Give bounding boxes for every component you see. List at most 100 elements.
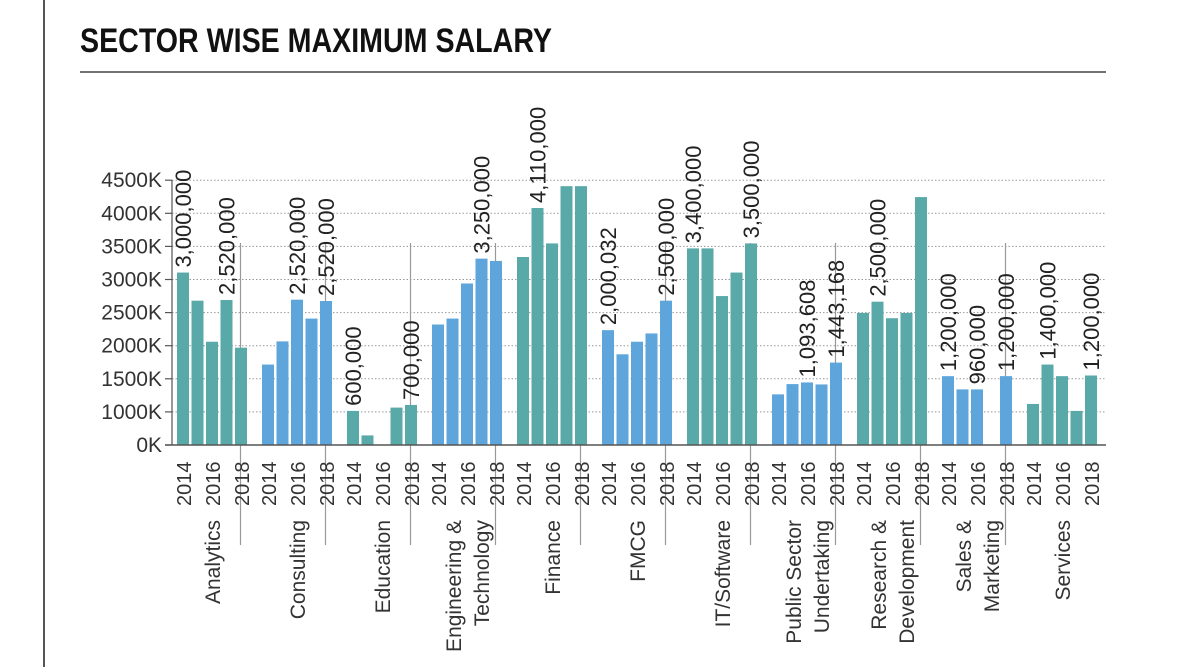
x-tick-label: 2016: [458, 462, 480, 507]
x-tick-label: 2014: [939, 462, 961, 507]
bar: [305, 318, 318, 445]
bar: [631, 341, 643, 445]
x-tick-label: 2016: [968, 462, 990, 507]
x-tick-label: 2016: [373, 462, 395, 507]
x-tick-label: 2016: [543, 462, 565, 507]
x-tick-label: 2014: [259, 462, 281, 507]
bar: [786, 384, 799, 445]
bar: [517, 256, 529, 445]
bar: [857, 312, 869, 445]
bars: [177, 186, 1097, 445]
bar: [687, 248, 699, 445]
x-tick-label: 2018: [997, 462, 1019, 507]
bar: [602, 330, 614, 445]
x-tick-label: 2016: [798, 462, 820, 507]
bar: [942, 376, 954, 445]
bar: [1027, 403, 1039, 445]
x-tick-label: 2018: [402, 462, 424, 507]
bar: [1056, 376, 1068, 445]
bar: [871, 301, 884, 445]
x-tick-label: 2014: [599, 462, 621, 507]
bar: [830, 362, 842, 445]
data-label: 600,000: [341, 326, 366, 406]
category-label: Education: [372, 520, 395, 613]
y-tick-label: 2000K: [101, 335, 162, 358]
bar: [1000, 376, 1012, 445]
y-tick-label: 4000K: [101, 202, 162, 225]
data-label: 2,520,000: [314, 198, 339, 296]
y-tick-label: 1500K: [101, 368, 162, 391]
x-tick-label: 2018: [572, 462, 594, 507]
bar: [616, 354, 629, 445]
data-label: 1,093,608: [795, 280, 820, 378]
x-tick-label: 2014: [429, 462, 451, 507]
data-label: 960,000: [965, 305, 990, 385]
data-label: 3,400,000: [681, 146, 706, 244]
bar: [191, 300, 204, 445]
data-label: 2,520,000: [285, 197, 310, 295]
x-tick-label: 2016: [713, 462, 735, 507]
category-label: Sales &: [953, 520, 976, 592]
bar: [1041, 364, 1054, 445]
category-label: IT/Software: [712, 520, 735, 627]
bar: [971, 389, 983, 445]
bar: [900, 312, 913, 445]
x-tick-label: 2014: [514, 462, 536, 507]
x-tick-label: 2016: [203, 462, 225, 507]
y-tick-label: 0K: [136, 434, 162, 457]
x-tick-label: 2014: [344, 462, 366, 507]
x-tick-label: 2014: [1024, 462, 1046, 507]
data-label: 4,110,000: [526, 107, 551, 203]
x-tick-label: 2018: [1082, 462, 1104, 507]
data-label: 1,400,000: [1036, 262, 1061, 360]
bar: [235, 347, 247, 445]
data-label: 1,200,000: [936, 273, 961, 371]
category-label: Finance: [542, 520, 565, 595]
bar: [446, 318, 459, 445]
bar: [361, 435, 374, 445]
y-tick-label: 3500K: [101, 235, 162, 258]
bar: [320, 301, 332, 445]
data-label: 2,000,032: [596, 227, 621, 325]
x-tick-label: 2018: [912, 462, 934, 507]
category-label: Engineering &: [443, 520, 466, 652]
bar: [660, 300, 672, 445]
data-label: 1,200,000: [994, 273, 1019, 371]
bar: [262, 364, 274, 445]
data-label: 2,520,000: [215, 197, 240, 295]
bar: [645, 333, 658, 445]
data-label: 3,500,000: [739, 141, 764, 239]
axes: 0K 1000K 1500K 2000K 2500K 3000K 3500K 4000K 450…: [101, 169, 1106, 457]
y-tick-label: 4500K: [101, 169, 162, 192]
x-tick-label: 2014: [854, 462, 876, 507]
bar: [801, 382, 813, 445]
bar: [546, 243, 558, 445]
y-tick-label: 3000K: [101, 269, 162, 292]
data-label: 1,443,168: [824, 260, 849, 358]
x-tick-label: 2016: [628, 462, 650, 507]
x-tick-label: 2018: [232, 462, 254, 507]
x-tick-label: 2014: [684, 462, 706, 507]
bar: [701, 248, 714, 445]
bar: [390, 407, 403, 445]
chart-title: SECTOR WISE MAXIMUM SALARY: [80, 22, 552, 60]
bar: [432, 324, 444, 445]
x-tick-label: 2016: [1053, 462, 1075, 507]
y-tick-label: 2500K: [101, 302, 162, 325]
category-label: Development: [896, 520, 919, 644]
data-label: 1,200,000: [1079, 273, 1104, 371]
bar: [575, 186, 587, 445]
category-label: Research &: [868, 520, 891, 630]
bar: [1085, 375, 1097, 445]
data-label: 3,000,000: [171, 170, 196, 268]
bar: [461, 283, 473, 445]
data-label: 2,500,000: [866, 199, 891, 297]
category-label: Analytics: [202, 520, 225, 604]
x-tick-label: 2016: [288, 462, 310, 507]
x-tick-label: 2018: [657, 462, 679, 507]
category-label: Consulting: [287, 520, 310, 619]
data-label: 2,500,000: [654, 198, 679, 296]
data-label: 700,000: [399, 320, 424, 400]
x-tick-label: 2018: [742, 462, 764, 507]
